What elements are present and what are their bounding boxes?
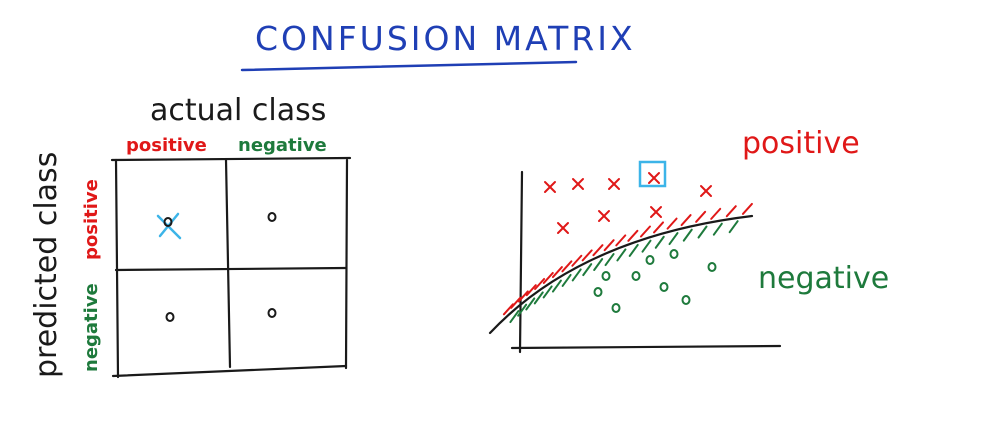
negative-o-marker	[611, 303, 621, 313]
negative-points	[593, 249, 717, 313]
positive-x-marker	[700, 185, 712, 197]
page-title: CONFUSION MATRIX	[255, 19, 636, 58]
hatch-mark	[697, 225, 708, 239]
negative-o-marker	[669, 249, 679, 259]
hatch-mark	[654, 235, 665, 249]
positive-x-marker	[648, 172, 660, 184]
negative-o-marker	[631, 271, 641, 281]
hatch-mark	[551, 266, 563, 279]
hatch-mark	[542, 285, 553, 299]
positive-x-marker	[598, 210, 610, 222]
hatch-mark	[712, 222, 723, 236]
hatch-mark	[604, 253, 615, 267]
hatch-mark	[533, 291, 544, 305]
negative-o-marker	[645, 255, 655, 265]
row-label-negative: negative	[81, 283, 102, 372]
positive-x-marker	[572, 178, 584, 190]
column-label-positive: positive	[126, 135, 207, 156]
cell-marker-o	[163, 217, 173, 227]
positive-x-marker	[557, 222, 569, 234]
hatch-mark	[628, 243, 639, 257]
matrix-grid	[110, 156, 352, 379]
grid-line-middle-horizontal	[114, 266, 348, 272]
hatch-mark	[502, 303, 514, 316]
hatch-mark	[542, 271, 554, 284]
positive-points	[544, 172, 712, 234]
hatch-mark	[571, 254, 583, 267]
cell-false-positive-marker	[267, 212, 277, 222]
cell-false-negative-marker	[165, 312, 175, 322]
row-label-positive: positive	[81, 179, 102, 260]
region-label-negative: negative	[758, 261, 889, 296]
hatch-mark	[728, 220, 739, 234]
hatch-mark	[695, 210, 707, 223]
hatch-mark	[517, 303, 528, 317]
hatch-mark	[603, 239, 615, 252]
hatch-mark	[616, 248, 627, 262]
hatch-mark	[593, 258, 604, 272]
hatch-mark	[561, 273, 572, 287]
positive-side-hatching	[502, 202, 753, 316]
hatch-mark	[710, 207, 722, 220]
hatch-mark	[525, 284, 537, 297]
hatch-mark	[581, 249, 593, 262]
highlight-cross-mark	[156, 214, 182, 240]
hatch-mark	[592, 244, 604, 257]
hatch-mark	[510, 296, 522, 309]
hatch-mark	[509, 310, 520, 324]
hatch-mark	[741, 202, 753, 215]
negative-o-marker	[707, 262, 717, 272]
hatch-mark	[725, 205, 737, 218]
cell-true-negative-marker	[267, 308, 277, 318]
column-label-negative: negative	[238, 135, 327, 156]
region-label-positive: positive	[742, 126, 860, 161]
hatch-mark	[641, 239, 652, 253]
hatch-mark	[615, 234, 627, 247]
hatch-mark	[627, 229, 639, 242]
hatch-mark	[534, 277, 546, 290]
highlighted-point-box	[638, 160, 667, 188]
hatch-mark	[525, 297, 536, 311]
hatch-mark	[517, 290, 529, 303]
hatch-mark	[682, 228, 693, 242]
hatch-mark	[639, 225, 651, 238]
hatch-mark	[668, 232, 679, 246]
hatch-mark	[666, 217, 678, 230]
decision-boundary	[488, 214, 754, 335]
y-axis	[518, 170, 524, 354]
hatch-mark	[561, 260, 573, 273]
positive-x-marker	[608, 178, 620, 190]
negative-side-hatching	[509, 220, 739, 324]
hatch-mark	[551, 279, 562, 293]
negative-o-marker	[601, 271, 611, 281]
x-axis	[510, 344, 782, 350]
grid-line-top	[110, 156, 352, 162]
hatch-mark	[653, 221, 665, 234]
title-underline	[240, 60, 578, 72]
negative-o-marker	[593, 287, 603, 297]
grid-line-right	[344, 158, 349, 370]
negative-o-marker	[659, 282, 669, 292]
negative-o-marker	[681, 295, 691, 305]
hatch-mark	[571, 268, 582, 282]
grid-line-middle-vertical	[224, 158, 232, 369]
actual-class-header: actual class	[150, 93, 326, 128]
cell-true-positive	[156, 212, 182, 240]
positive-x-marker	[544, 181, 556, 193]
grid-line-left	[114, 158, 120, 379]
grid-line-bottom	[111, 364, 348, 378]
positive-x-marker	[650, 206, 662, 218]
scatter-axes	[510, 170, 782, 354]
hatch-mark	[680, 214, 692, 227]
hatch-mark	[582, 263, 593, 277]
predicted-class-header: predicted class	[29, 152, 64, 378]
